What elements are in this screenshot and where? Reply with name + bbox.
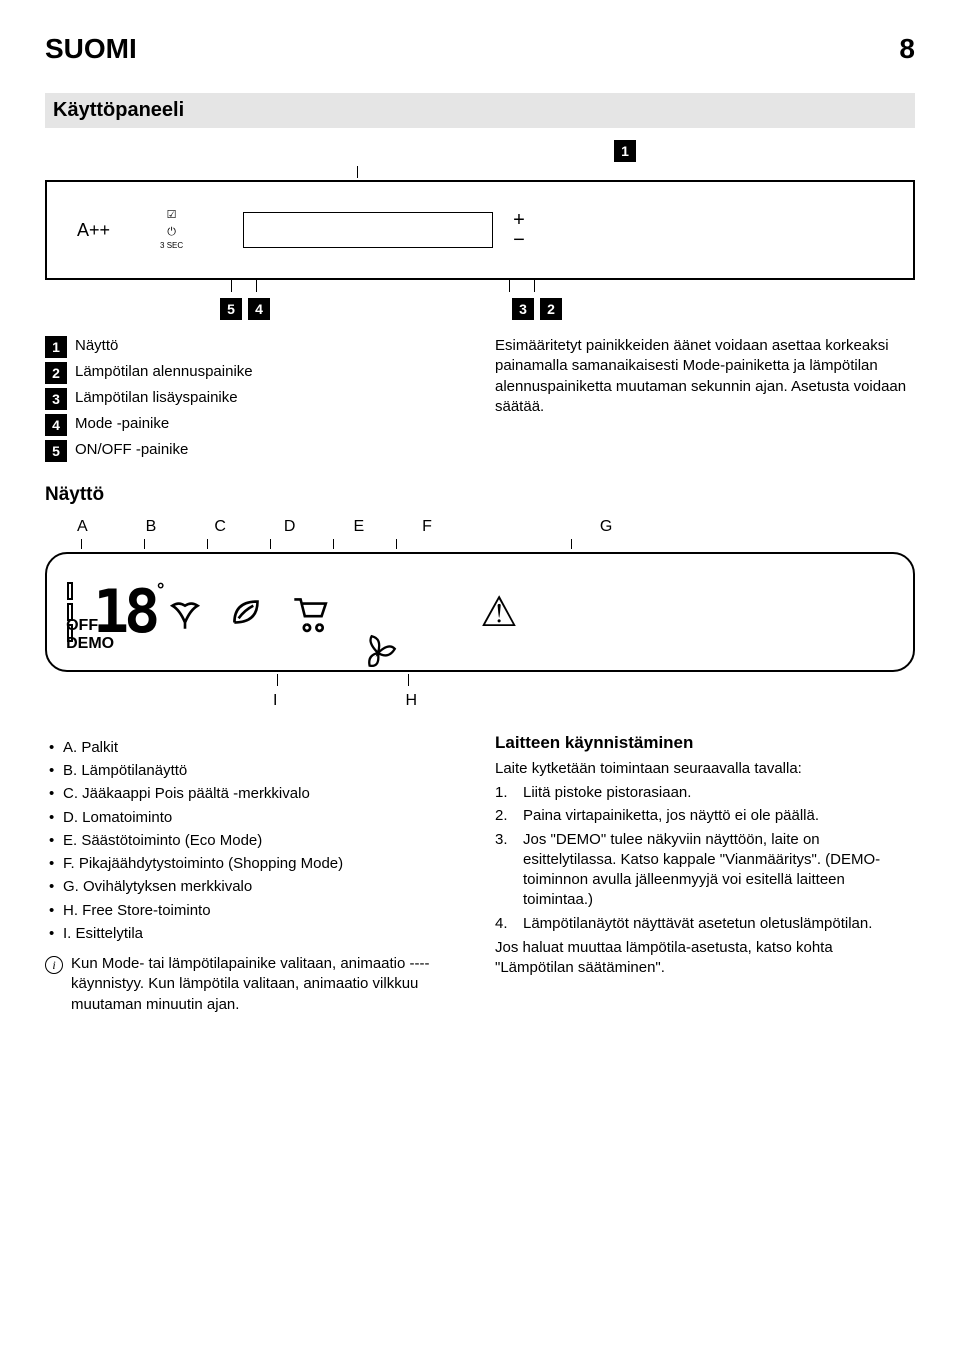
power-icon: ⏻ — [167, 225, 176, 240]
def-f: F. Pikajäähdytystoiminto (Shopping Mode) — [45, 854, 465, 874]
def-i: I. Esittelytila — [45, 924, 465, 944]
def-e: E. Säästötoiminto (Eco Mode) — [45, 831, 465, 851]
callout-2: 2 — [540, 298, 562, 320]
legend-num-1: 1 — [45, 336, 67, 358]
letter-d: D — [284, 516, 296, 538]
holiday-icon — [164, 591, 206, 633]
step-1-num: 1. — [495, 783, 513, 803]
def-h: H. Free Store-toiminto — [45, 901, 465, 921]
letter-e: E — [353, 516, 364, 538]
step-3-num: 3. — [495, 830, 513, 911]
letter-f: F — [422, 516, 432, 538]
letter-h: H — [405, 690, 417, 712]
fan-icon — [357, 632, 399, 674]
preset-sounds-paragraph: Esimääritetyt painikkeiden äänet voidaan… — [495, 336, 915, 417]
callout-3: 3 — [512, 298, 534, 320]
panel-display-window — [243, 212, 493, 248]
letter-i: I — [273, 690, 277, 712]
startup-title: Laitteen käynnistäminen — [495, 732, 915, 755]
legend-text-1: Näyttö — [75, 336, 118, 358]
legend-num-4: 4 — [45, 414, 67, 436]
info-text: Kun Mode- tai lämpötilapainike valitaan,… — [71, 954, 465, 1015]
step-2-num: 2. — [495, 806, 513, 826]
startup-steps: 1. Liitä pistoke pistorasiaan. 2. Paina vi… — [495, 783, 915, 934]
def-d: D. Lomatoiminto — [45, 808, 465, 828]
def-g: G. Ovihälytyksen merkkivalo — [45, 877, 465, 897]
def-b: B. Lämpötilanäyttö — [45, 761, 465, 781]
energy-rating: A++ — [77, 218, 110, 242]
callout-5: 5 — [220, 298, 242, 320]
info-note: i Kun Mode- tai lämpötilapainike valitaa… — [45, 954, 465, 1015]
legend-num-5: 5 — [45, 440, 67, 462]
info-icon: i — [45, 956, 63, 974]
display-frame: 18° OFF DEMO ⚠ — [45, 552, 915, 672]
letter-g: G — [600, 516, 612, 538]
legend-text-3: Lämpötilan lisäyspainike — [75, 388, 238, 410]
display-legend-list: A. Palkit B. Lämpötilanäyttö C. Jääkaapp… — [45, 738, 465, 944]
plus-minus-buttons: + − — [513, 210, 525, 250]
panel-frame: A++ ☑ ⏻ 3 SEC + − — [45, 180, 915, 280]
display-diagram: A B C D E F G 18° OFF DEMO ⚠ I H — [45, 516, 915, 712]
letter-b: B — [146, 516, 157, 538]
step-1-text: Liitä pistoke pistorasiaan. — [523, 783, 691, 803]
step-4-text: Lämpötilanäytöt näyttävät asetetun oletu… — [523, 914, 872, 934]
legend-text-4: Mode -painike — [75, 414, 169, 436]
header-page-number: 8 — [899, 30, 915, 68]
legend-num-2: 2 — [45, 362, 67, 384]
plus-icon: + — [513, 210, 525, 230]
off-label: OFF — [66, 617, 114, 635]
legend-text-5: ON/OFF -painike — [75, 440, 188, 462]
step-4-num: 4. — [495, 914, 513, 934]
off-demo-labels: OFF DEMO — [66, 617, 114, 652]
def-a: A. Palkit — [45, 738, 465, 758]
header-left: SUOMI — [45, 30, 137, 68]
step-2-text: Paina virtapainiketta, jos näyttö ei ole… — [523, 806, 819, 826]
checkbox-icon: ☑ — [167, 208, 177, 223]
startup-outro: Jos haluat muuttaa lämpötila-asetusta, k… — [495, 938, 915, 979]
callout-1: 1 — [614, 140, 636, 162]
mode-onoff-icons: ☑ ⏻ 3 SEC — [160, 208, 183, 252]
callout-4: 4 — [248, 298, 270, 320]
def-c: C. Jääkaappi Pois päältä -merkkivalo — [45, 784, 465, 804]
control-panel-diagram: 1 A++ ☑ ⏻ 3 SEC + − 5 4 3 2 — [45, 140, 915, 320]
letter-a: A — [77, 516, 88, 538]
letter-c: C — [214, 516, 226, 538]
shopping-cart-icon — [288, 591, 330, 633]
page-header: SUOMI 8 — [45, 30, 915, 68]
display-section-title: Näyttö — [45, 482, 915, 508]
minus-icon: − — [513, 230, 525, 250]
startup-intro: Laite kytketään toimintaan seuraavalla t… — [495, 759, 915, 779]
legend-num-3: 3 — [45, 388, 67, 410]
step-3-text: Jos "DEMO" tulee näkyviin näyttöön, lait… — [523, 830, 915, 911]
warning-triangle-icon: ⚠ — [480, 591, 518, 633]
sec-label: 3 SEC — [160, 241, 183, 252]
section-title: Käyttöpaneeli — [45, 93, 915, 128]
eco-leaf-icon — [226, 591, 268, 633]
demo-label: DEMO — [66, 635, 114, 653]
panel-legend: 1 Näyttö 2 Lämpötilan alennuspainike 3 Lämp… — [45, 336, 465, 462]
legend-text-2: Lämpötilan alennuspainike — [75, 362, 253, 384]
